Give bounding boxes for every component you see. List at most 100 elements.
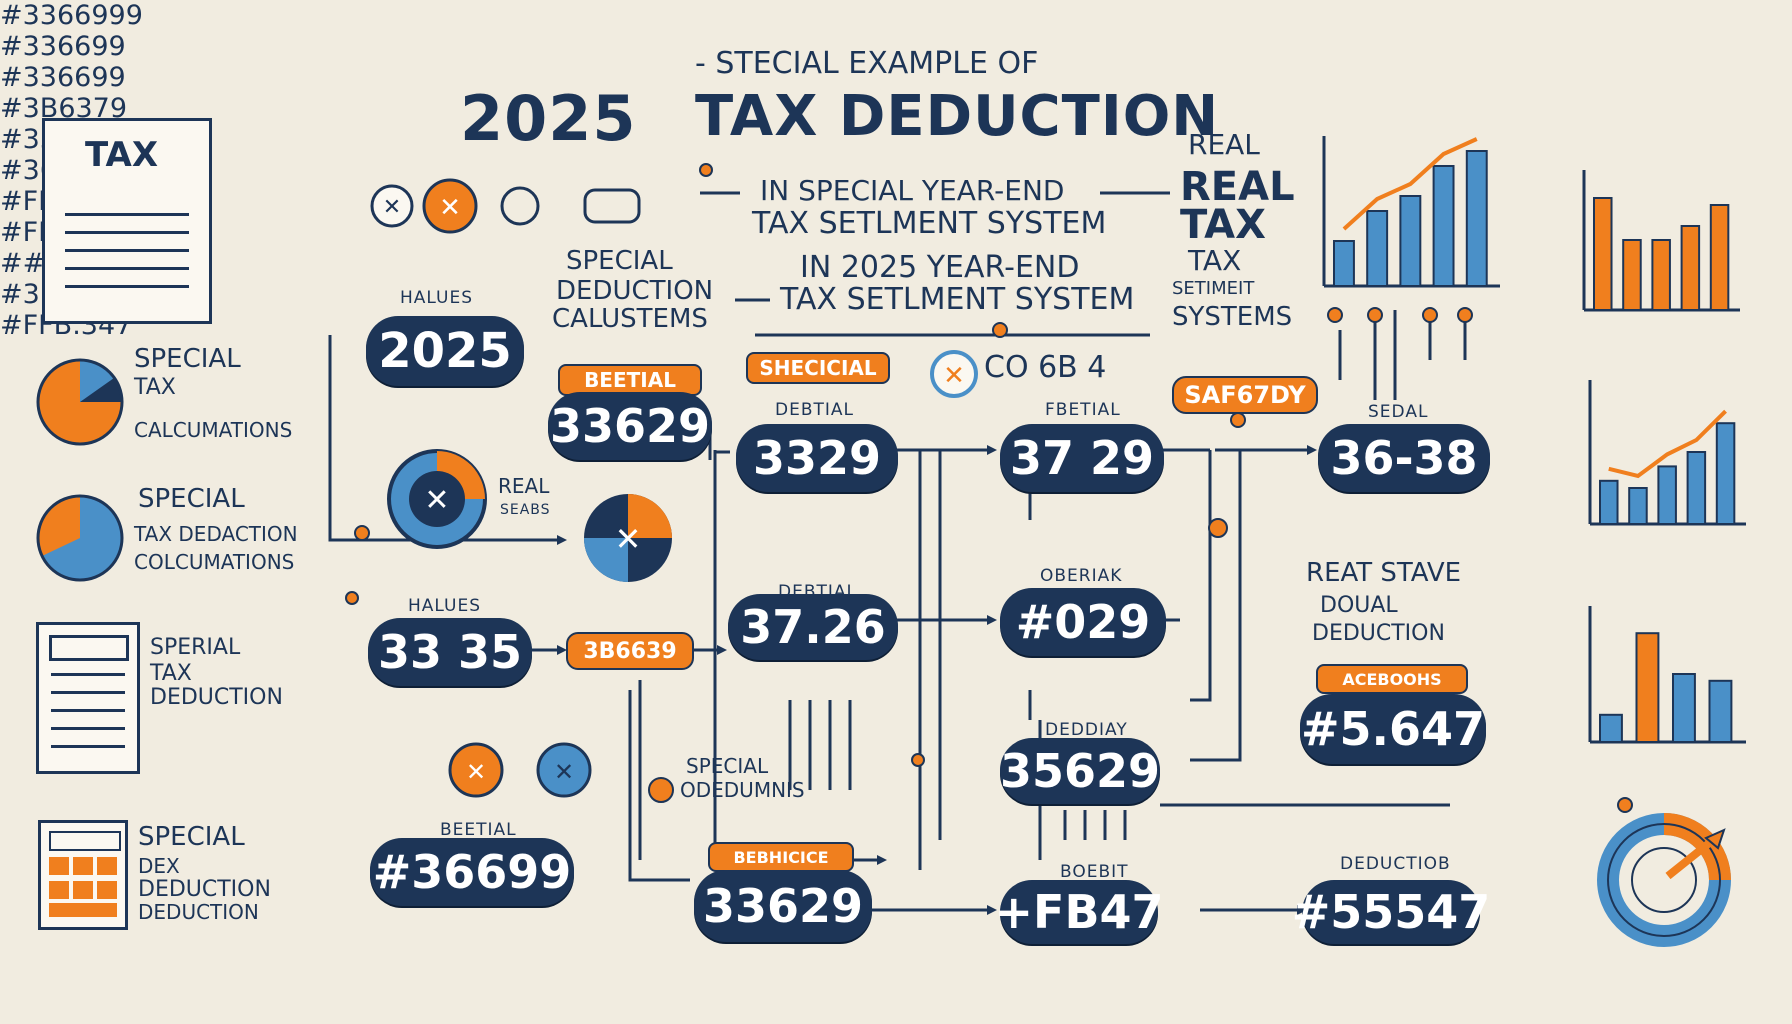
svg-text:✕: ✕ <box>615 520 642 558</box>
chart2-bar-4 <box>1715 422 1736 526</box>
chart2-bar-2 <box>1657 465 1677 525</box>
bar-chart-1 <box>1322 136 1500 288</box>
label-deddiay: DEDDIAY <box>1045 720 1128 740</box>
pill-3726: 37.26 <box>728 594 898 660</box>
svg-text:✕: ✕ <box>424 483 449 518</box>
label-special-deduction-3: CALUSTEMS <box>552 304 708 334</box>
left-item4-l3: DEDUCTION <box>138 877 271 902</box>
label-real: REAL <box>498 474 550 498</box>
pill-3638: 36-38 <box>1318 424 1490 492</box>
label-boebit: BOEBIT <box>1060 862 1129 882</box>
label-debtial-1: DEBTIAL <box>775 400 854 420</box>
tag-3b6639: 3B6639 <box>566 632 694 670</box>
left-item2-l1: SPECIAL <box>138 484 245 514</box>
label-real-stave-2: DOUAL <box>1320 593 1398 618</box>
right-header-d: TAX <box>1188 244 1242 277</box>
tax-document-title: TAX <box>85 135 159 175</box>
label-halues-2: HALUES <box>408 596 482 616</box>
svg-text:✕: ✕ <box>943 361 965 391</box>
pill-33629-b: 33629 <box>694 870 872 942</box>
bar-chart-4 <box>1588 606 1746 744</box>
close-circle-icon: ✕ <box>930 350 978 398</box>
bar-chart-3 <box>1588 380 1746 526</box>
right-header-b: REAL <box>1180 164 1295 210</box>
header-line4: TAX SETLMENT SYSTEM <box>780 282 1135 317</box>
label-special-dedumnis-2: ODEDUMNIS <box>680 778 805 802</box>
icons-row-text: CO 6B 4 <box>984 350 1107 385</box>
pill-35629: 35629 <box>1000 738 1160 804</box>
left-item4-l2: DEX <box>138 854 180 878</box>
tag-beetial: BEETIAL <box>558 364 702 396</box>
header-line3: IN 2025 YEAR-END <box>800 250 1080 285</box>
label-sedal: SEDAL <box>1368 402 1429 422</box>
svg-text:✕: ✕ <box>439 193 461 223</box>
left-item1-l2: TAX <box>134 375 176 400</box>
icon-row-bottom: ✕ ✕ <box>448 742 592 798</box>
label-seabs: SEABS <box>500 502 551 518</box>
label-boebial: BEETIAL <box>440 820 517 840</box>
chart0-trend-line <box>1342 137 1478 231</box>
target-circle-icon: ✕ <box>387 449 487 549</box>
svg-text:✕: ✕ <box>554 758 574 786</box>
tag-acebooh: ACEBOOHS <box>1316 664 1468 694</box>
chart1-bar-2 <box>1651 239 1671 311</box>
tax-document-icon: TAX <box>42 118 212 324</box>
bar-chart-2 <box>1582 170 1740 312</box>
left-item2-l3: COLCUMATIONS <box>134 550 295 574</box>
chart3-bar-1 <box>1635 632 1660 744</box>
label-deductiob: DEDUCTIOB <box>1340 854 1451 874</box>
left-item3-l3: DEDUCTION <box>150 685 283 710</box>
label-special-deduction-2: DEDUCTION <box>556 276 714 306</box>
right-header-f: SYSTEMS <box>1172 302 1293 332</box>
pill-5647: #5.647 <box>1300 694 1486 764</box>
chart2-bar-1 <box>1628 487 1648 525</box>
pill-33629-a: 33629 <box>548 392 712 460</box>
hash-2: #336699 <box>0 31 126 62</box>
left-item4-l4: DEDUCTION <box>138 900 259 924</box>
icon-row-top: ✕ ✕ <box>370 178 641 234</box>
left-item4-l1: SPECIAL <box>138 822 245 852</box>
label-fbetial: FBETIAL <box>1045 400 1121 420</box>
label-halues-1: HALUES <box>400 288 474 308</box>
chart1-bar-0 <box>1593 197 1613 311</box>
right-header-c: TAX <box>1180 202 1266 248</box>
svg-text:✕: ✕ <box>383 195 401 220</box>
pill-3329: 3329 <box>736 424 898 492</box>
pie-target-icon: ✕ <box>584 494 672 582</box>
pill-36699: #36699 <box>370 838 574 906</box>
header-main: TAX DEDUCTION <box>695 84 1220 149</box>
header-line1: IN SPECIAL YEAR-END <box>760 174 1065 207</box>
svg-text:✕: ✕ <box>466 758 486 786</box>
tag-bebhicice: BEBHICICE <box>708 842 854 872</box>
calculator-icon <box>38 820 128 930</box>
deduction-document-icon <box>36 622 140 774</box>
left-item3-l1: SPERIAL <box>150 635 241 660</box>
label-special-deduction-1: SPECIAL <box>566 246 673 276</box>
pie-chart-icon-2 <box>36 494 124 582</box>
pill-55547: #55547 <box>1292 880 1490 944</box>
right-header-e: SETIMEIT <box>1172 278 1255 299</box>
pill-2025: 2025 <box>366 316 524 386</box>
chart2-bar-0 <box>1599 479 1619 526</box>
chart3-bar-0 <box>1599 713 1623 744</box>
chart2-bar-3 <box>1686 451 1707 525</box>
hash-1: #3366999 <box>0 0 143 31</box>
label-real-stave-1: REAT STAVE <box>1306 558 1462 588</box>
chart2-trend-line <box>1608 409 1727 479</box>
right-header-a: REAL <box>1188 128 1260 161</box>
header-line2: TAX SETLMENT SYSTEM <box>752 206 1107 241</box>
donut-gauge-icon <box>1597 813 1731 947</box>
left-item1-l1: SPECIAL <box>134 344 241 374</box>
chart0-bar-3 <box>1432 165 1455 287</box>
tag-shecicial: SHECICIAL <box>746 352 890 384</box>
chart0-bar-1 <box>1366 210 1389 287</box>
chart1-bar-1 <box>1622 239 1642 311</box>
chart1-bar-4 <box>1709 204 1730 311</box>
chart0-bar-4 <box>1465 150 1488 287</box>
hash-3: #336699 <box>0 62 126 93</box>
pie-chart-icon <box>36 358 124 446</box>
pill-3729: 37 29 <box>1000 424 1164 492</box>
left-item2-l2: TAX DEDACTION <box>134 522 298 546</box>
chart1-bar-3 <box>1680 225 1701 311</box>
